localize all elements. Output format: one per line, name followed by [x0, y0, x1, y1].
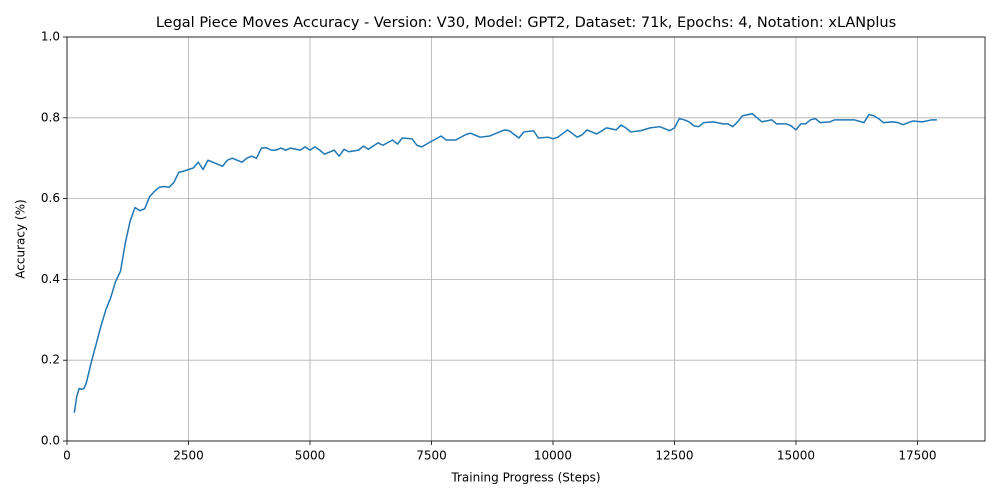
y-tick-label: 0.0 [41, 434, 60, 448]
x-tick-label: 15000 [777, 449, 815, 463]
x-tick-label: 7500 [416, 449, 447, 463]
plot-frame [66, 36, 986, 442]
x-tick-label: 5000 [295, 449, 326, 463]
chart-title: Legal Piece Moves Accuracy - Version: V3… [156, 15, 896, 31]
x-tick-label: 17500 [898, 449, 936, 463]
y-tick-label: 0.2 [41, 353, 60, 367]
x-tick-label: 2500 [173, 449, 204, 463]
x-axis-label: Training Progress (Steps) [450, 471, 600, 485]
y-axis-label: Accuracy (%) [14, 199, 28, 278]
x-tick-label: 10000 [534, 449, 572, 463]
y-tick-label: 0.4 [41, 272, 60, 286]
x-tick-label: 0 [63, 449, 71, 463]
data-line [73, 113, 937, 413]
x-tick-label: 12500 [655, 449, 693, 463]
y-tick-label: 1.0 [41, 30, 60, 44]
y-tick-label: 0.6 [41, 191, 60, 205]
y-tick-label: 0.8 [41, 110, 60, 124]
